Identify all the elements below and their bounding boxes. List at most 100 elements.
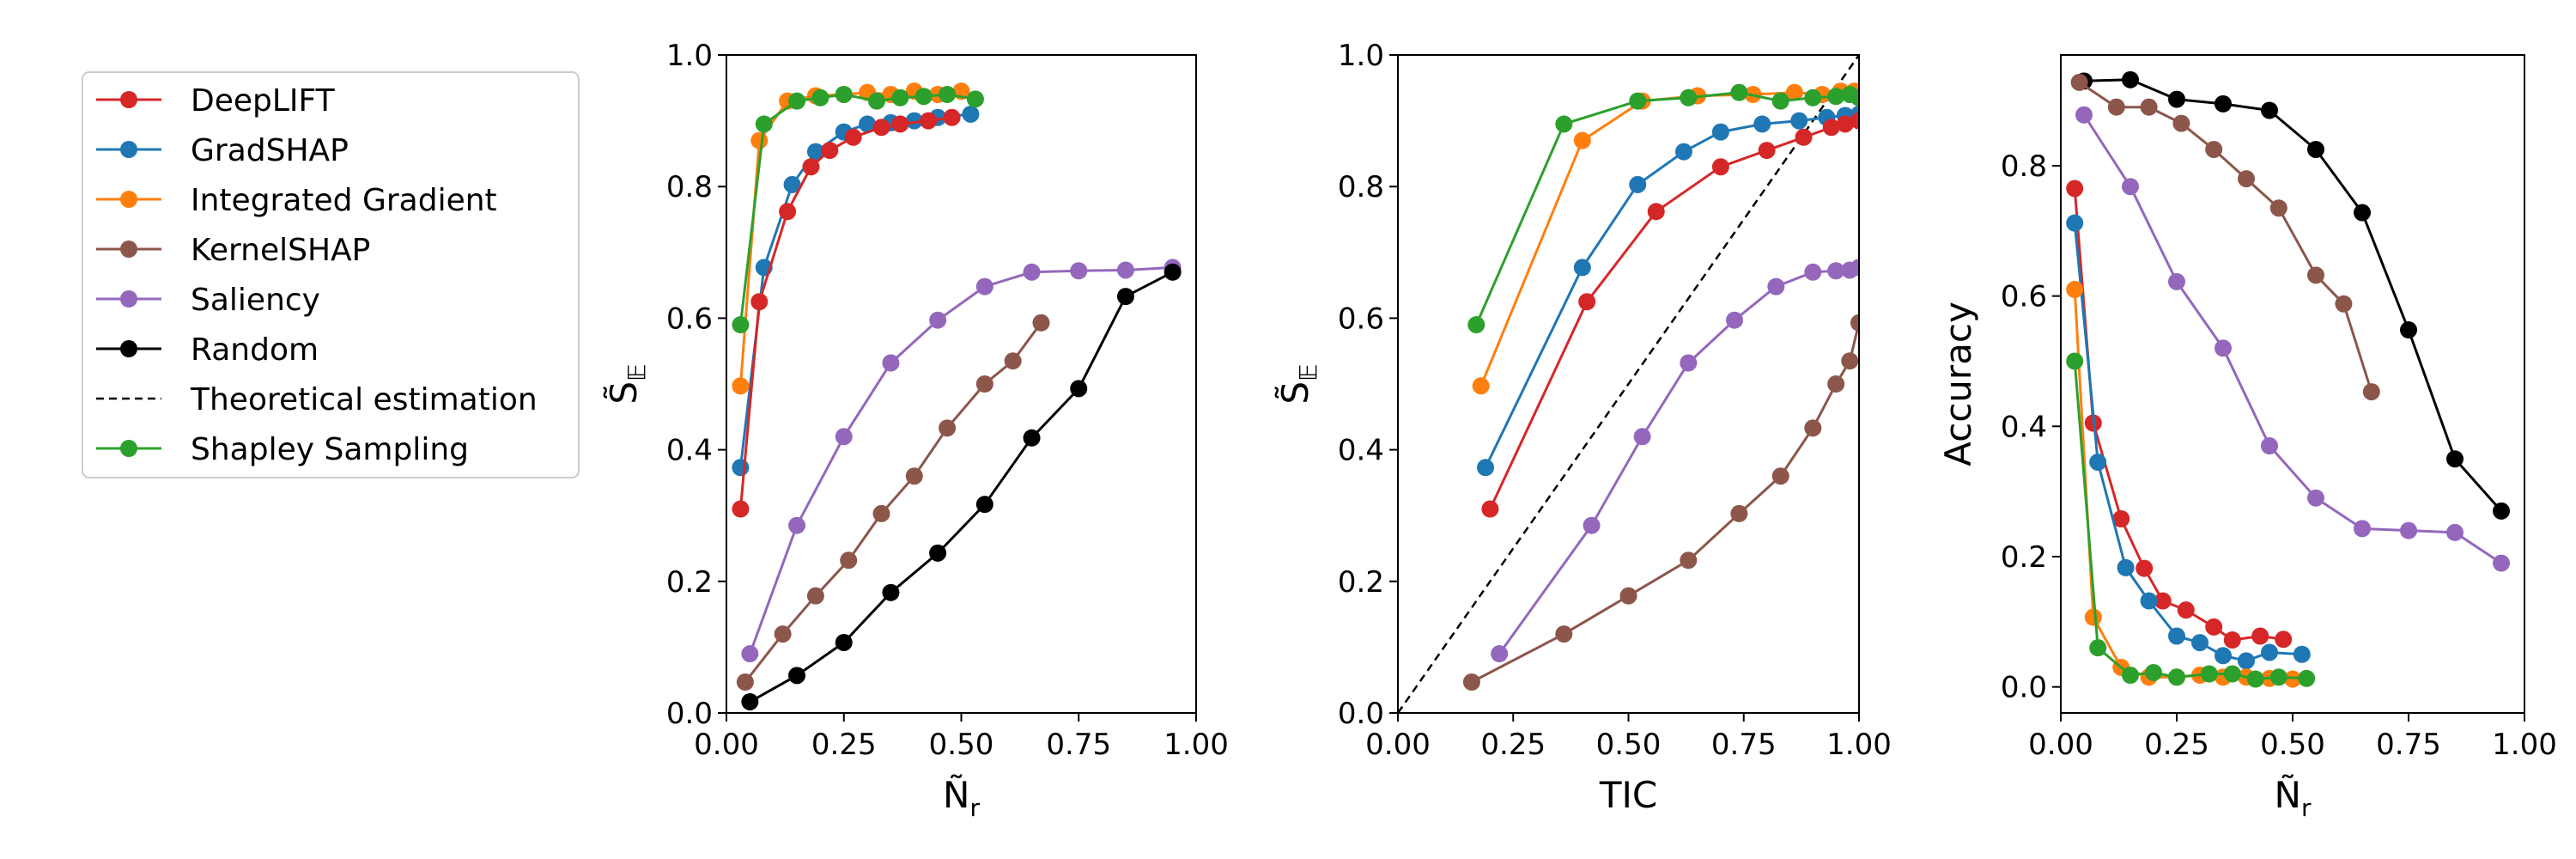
series-shapley-sampling — [1467, 83, 1859, 334]
data-point-deeplift — [2136, 559, 2154, 577]
data-point-random — [2354, 204, 2371, 222]
series-kernelshap — [736, 314, 1050, 691]
y-tick-label: 0.2 — [2001, 540, 2047, 575]
data-point-shapley-sampling — [868, 92, 886, 110]
theoretical-estimation-line — [1398, 55, 1859, 713]
data-point-kernelshap — [1004, 352, 1022, 370]
data-point-random — [882, 583, 900, 601]
y-tick-label: 0.2 — [666, 565, 713, 600]
data-point-kernelshap — [1730, 504, 1748, 522]
data-point-shapley-sampling — [2246, 670, 2264, 688]
data-point-deeplift — [1850, 112, 1859, 130]
data-point-kernelshap — [2172, 114, 2190, 132]
series-line-deeplift — [2073, 188, 2284, 642]
series-shapley-sampling — [2066, 352, 2316, 688]
data-point-gradshap — [1573, 259, 1591, 277]
data-point-kernelshap — [2307, 266, 2324, 284]
data-point-kernelshap — [2205, 140, 2223, 158]
y-tick-label: 0.0 — [1338, 697, 1384, 731]
data-point-kernelshap — [1850, 314, 1859, 332]
data-point-deeplift — [1822, 119, 1840, 137]
y-axis-label: Accuracy — [1937, 302, 1979, 466]
data-point-gradshap — [1711, 123, 1729, 141]
data-point-deeplift — [2205, 618, 2223, 636]
data-point-gradshap — [2261, 643, 2278, 661]
series-deeplift — [1481, 112, 1859, 518]
data-point-kernelshap — [840, 551, 858, 570]
data-point-random — [1070, 380, 1088, 398]
data-point-shapley-sampling — [966, 90, 984, 108]
data-point-saliency — [835, 428, 853, 446]
data-point-gradshap — [2293, 645, 2311, 663]
data-point-integrated-gradient — [1785, 83, 1803, 101]
data-point-gradshap — [2191, 634, 2208, 652]
data-point-saliency — [1680, 354, 1698, 372]
series-line-saliency — [748, 265, 1173, 655]
data-point-gradshap — [2215, 647, 2232, 665]
data-point-shapley-sampling — [2269, 668, 2287, 686]
legend-label: Shapley Sampling — [191, 432, 469, 467]
data-point-deeplift — [2275, 631, 2293, 649]
series-random — [741, 263, 1182, 710]
x-tick-label: 0.25 — [1480, 728, 1546, 762]
data-point-shapley-sampling — [939, 85, 957, 103]
data-point-gradshap — [2168, 627, 2185, 645]
legend-swatch-marker — [120, 290, 137, 308]
data-point-gradshap — [2140, 592, 2158, 610]
legend-label: DeepLIFT — [191, 83, 336, 119]
data-point-deeplift — [1711, 158, 1729, 176]
data-point-deeplift — [2154, 592, 2172, 610]
series-kernelshap — [1462, 314, 1859, 691]
y-tick-label: 1.0 — [1338, 39, 1384, 73]
data-point-saliency — [1827, 262, 1845, 280]
data-point-integrated-gradient — [2084, 608, 2102, 626]
y-tick-label: 0.4 — [2001, 410, 2047, 444]
data-point-deeplift — [1481, 500, 1499, 518]
legend-entry-gradshap: GradSHAP — [96, 133, 349, 168]
data-point-saliency — [1850, 259, 1859, 277]
data-point-saliency — [2307, 489, 2324, 507]
data-point-kernelshap — [872, 504, 890, 522]
data-point-gradshap — [1790, 112, 1808, 130]
data-point-random — [929, 544, 947, 562]
series-line-kernelshap — [744, 321, 1042, 683]
data-point-integrated-gradient — [732, 377, 750, 395]
data-point-saliency — [1583, 516, 1601, 534]
data-point-gradshap — [1674, 143, 1692, 161]
x-axis-label: TIC — [1599, 774, 1657, 816]
data-point-shapley-sampling — [2089, 639, 2107, 657]
data-point-shapley-sampling — [2145, 663, 2162, 681]
data-point-kernelshap — [1841, 352, 1859, 370]
data-point-deeplift — [920, 112, 938, 130]
series-line-shapley-sampling — [738, 93, 976, 326]
data-point-deeplift — [802, 158, 820, 176]
y-tick-label: 0.0 — [666, 697, 713, 731]
data-point-saliency — [2075, 106, 2093, 124]
data-point-shapley-sampling — [891, 88, 909, 107]
data-point-shapley-sampling — [755, 115, 773, 133]
data-point-saliency — [975, 277, 993, 295]
data-point-integrated-gradient — [1573, 131, 1591, 149]
data-point-random — [2493, 502, 2510, 520]
series-line-random — [749, 271, 1174, 704]
series-kernelshap — [2070, 73, 2380, 401]
plot-area — [732, 82, 1182, 710]
data-point-shapley-sampling — [1804, 88, 1822, 107]
data-point-kernelshap — [1462, 673, 1480, 691]
series-gradshap — [1477, 105, 1859, 477]
data-point-shapley-sampling — [2298, 669, 2316, 687]
series-line-gradshap — [738, 113, 971, 468]
x-tick-label: 1.00 — [1163, 728, 1229, 762]
data-point-saliency — [2400, 521, 2417, 539]
data-point-gradshap — [1753, 115, 1771, 133]
data-point-gradshap — [859, 115, 877, 133]
data-point-deeplift — [844, 128, 862, 146]
data-point-kernelshap — [1032, 314, 1050, 332]
data-point-kernelshap — [905, 467, 923, 485]
legend-label: Integrated Gradient — [191, 183, 497, 218]
data-point-kernelshap — [1619, 587, 1637, 605]
data-point-saliency — [2493, 554, 2510, 572]
legend-label: GradSHAP — [191, 133, 349, 168]
data-point-gradshap — [806, 143, 824, 161]
